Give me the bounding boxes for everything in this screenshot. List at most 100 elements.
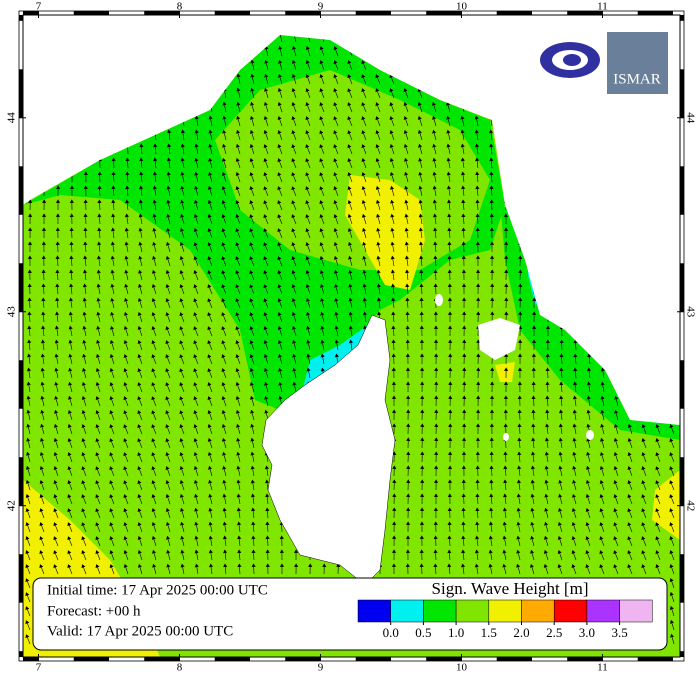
lon-tick-label: 8: [177, 662, 183, 674]
wave-arrow: [347, 88, 353, 99]
wave-arrow: [95, 438, 101, 449]
wave-arrow: [207, 368, 213, 379]
wave-arrow: [82, 325, 87, 337]
wave-arrow: [67, 480, 73, 491]
wave-arrow: [53, 451, 59, 463]
wave-arrow: [361, 144, 367, 155]
wave-arrow: [503, 395, 509, 407]
wave-arrow: [516, 535, 521, 547]
wave-arrow: [81, 522, 87, 533]
wave-arrow: [249, 354, 255, 365]
wave-arrow: [221, 437, 227, 449]
wave-arrow: [151, 521, 157, 533]
wave-arrow: [305, 172, 311, 183]
wave-arrow: [362, 241, 367, 253]
wave-arrow: [405, 269, 410, 281]
wave-arrow: [27, 297, 32, 309]
wave-arrow: [249, 129, 255, 141]
wave-arrow: [545, 325, 551, 337]
wave-arrow: [447, 283, 452, 295]
wave-arrow: [503, 465, 508, 477]
wave-arrow: [236, 451, 241, 463]
wave-arrow: [193, 396, 199, 407]
wave-arrow: [265, 507, 270, 519]
wave-arrow: [236, 493, 241, 505]
wave-arrow: [627, 423, 633, 435]
wave-arrow: [67, 522, 73, 533]
lon-tick-label: 8: [177, 1, 183, 13]
wave-arrow: [221, 200, 227, 211]
wave-arrow: [655, 508, 661, 519]
wave-arrow: [180, 549, 185, 561]
wave-arrow: [123, 522, 129, 533]
wave-arrow: [490, 367, 495, 379]
wave-arrow: [263, 101, 269, 113]
wave-arrow: [474, 129, 479, 141]
wave-arrow: [389, 130, 395, 141]
wave-arrow: [461, 465, 466, 477]
wave-arrow: [249, 143, 255, 155]
wave-arrow: [222, 479, 227, 491]
wave-arrow: [404, 213, 409, 225]
wave-arrow: [194, 185, 199, 197]
wave-arrow: [221, 354, 227, 365]
wave-arrow: [82, 297, 87, 309]
wave-arrow: [655, 466, 661, 477]
wave-arrow: [277, 158, 283, 169]
wave-arrow: [249, 270, 255, 281]
frame-segment: [680, 651, 684, 657]
wave-arrow: [336, 563, 341, 575]
frame-segment: [426, 11, 462, 15]
wave-arrow: [152, 213, 157, 225]
wave-arrow: [179, 284, 185, 295]
frame-segment: [496, 11, 532, 15]
wave-arrow: [376, 241, 381, 253]
wave-arrow: [151, 410, 157, 421]
wave-arrow: [39, 564, 45, 575]
wave-arrow: [139, 143, 144, 155]
wave-arrow: [137, 410, 143, 421]
frame-segment: [23, 11, 39, 15]
wave-arrow: [263, 339, 269, 351]
wave-arrow: [235, 171, 241, 183]
wave-arrow: [319, 255, 325, 267]
wave-arrow: [405, 367, 411, 379]
wave-arrow: [279, 563, 285, 575]
wave-arrow: [82, 311, 87, 323]
wave-arrow: [389, 143, 395, 155]
wave-arrow: [319, 88, 325, 99]
wave-arrow: [235, 354, 241, 365]
wave-arrow: [263, 326, 269, 337]
wave-arrow: [96, 269, 101, 281]
frame-segment: [19, 651, 23, 657]
wave-arrow: [390, 213, 395, 225]
wave-arrow: [207, 354, 213, 365]
wave-arrow: [39, 536, 45, 547]
wave-arrow: [151, 466, 157, 477]
wave-arrow: [264, 479, 270, 491]
wave-arrow: [235, 186, 241, 197]
wave-arrow: [153, 143, 158, 155]
wave-arrow: [585, 536, 591, 547]
wave-arrow: [208, 507, 213, 519]
wave-arrow: [599, 451, 605, 463]
wave-arrow: [403, 143, 409, 155]
wave-arrow: [448, 353, 453, 365]
wave-arrow: [249, 381, 255, 393]
lat-tick-label: 42: [684, 500, 696, 511]
wave-arrow: [475, 213, 480, 225]
wave-arrow: [96, 339, 101, 351]
wave-arrow: [28, 227, 33, 239]
wave-arrow: [419, 255, 424, 267]
wave-arrow: [448, 423, 453, 435]
wave-arrow: [110, 325, 115, 337]
wave-arrow: [68, 367, 73, 379]
wave-arrow: [138, 185, 144, 197]
wave-arrow: [504, 255, 509, 267]
legend-tick-label: 1.5: [481, 625, 497, 640]
wave-arrow: [347, 241, 353, 253]
wave-arrow: [489, 241, 495, 253]
frame-segment: [19, 15, 23, 21]
wave-arrow: [194, 143, 199, 155]
wave-arrow: [319, 158, 325, 169]
